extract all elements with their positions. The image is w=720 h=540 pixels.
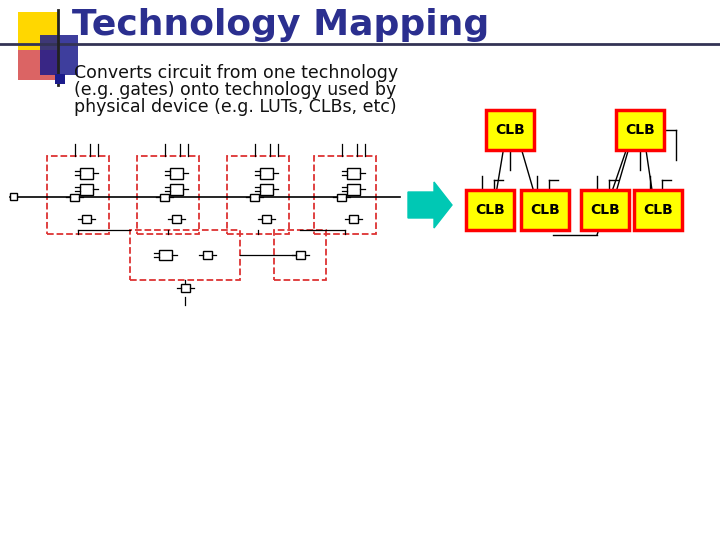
Bar xyxy=(18,42,58,80)
Bar xyxy=(160,193,168,200)
Bar xyxy=(70,193,78,200)
Text: CLB: CLB xyxy=(643,203,673,217)
Bar xyxy=(79,167,92,179)
Bar xyxy=(130,230,240,280)
Bar xyxy=(202,251,212,259)
Polygon shape xyxy=(408,182,452,228)
Bar xyxy=(40,35,78,75)
Text: CLB: CLB xyxy=(495,123,525,137)
Bar xyxy=(616,110,664,150)
Bar xyxy=(250,193,258,200)
Bar xyxy=(634,190,682,230)
Text: (e.g. gates) onto technology used by: (e.g. gates) onto technology used by xyxy=(74,81,396,99)
Bar xyxy=(158,250,171,260)
Bar xyxy=(169,167,182,179)
Bar xyxy=(346,167,359,179)
Bar xyxy=(79,184,92,194)
Bar xyxy=(227,156,289,234)
Text: CLB: CLB xyxy=(625,123,655,137)
Text: CLB: CLB xyxy=(475,203,505,217)
Bar xyxy=(47,156,109,234)
Bar xyxy=(346,184,359,194)
Bar xyxy=(81,215,91,223)
Bar xyxy=(261,215,271,223)
Bar xyxy=(169,184,182,194)
Bar xyxy=(336,193,346,200)
Bar xyxy=(486,110,534,150)
Bar xyxy=(581,190,629,230)
Bar xyxy=(181,284,189,292)
Bar xyxy=(171,215,181,223)
Bar xyxy=(259,167,272,179)
Bar xyxy=(55,74,65,84)
Bar xyxy=(466,190,514,230)
Bar xyxy=(348,215,358,223)
Text: CLB: CLB xyxy=(530,203,560,217)
Text: CLB: CLB xyxy=(590,203,620,217)
Bar xyxy=(295,251,305,259)
Text: Converts circuit from one technology: Converts circuit from one technology xyxy=(74,64,398,82)
Bar xyxy=(18,12,58,50)
Bar xyxy=(259,184,272,194)
Text: physical device (e.g. LUTs, CLBs, etc): physical device (e.g. LUTs, CLBs, etc) xyxy=(74,98,397,116)
Bar xyxy=(274,230,326,280)
Text: Technology Mapping: Technology Mapping xyxy=(72,8,490,42)
Bar xyxy=(137,156,199,234)
Bar xyxy=(521,190,569,230)
Bar xyxy=(314,156,376,234)
Bar xyxy=(10,193,17,200)
